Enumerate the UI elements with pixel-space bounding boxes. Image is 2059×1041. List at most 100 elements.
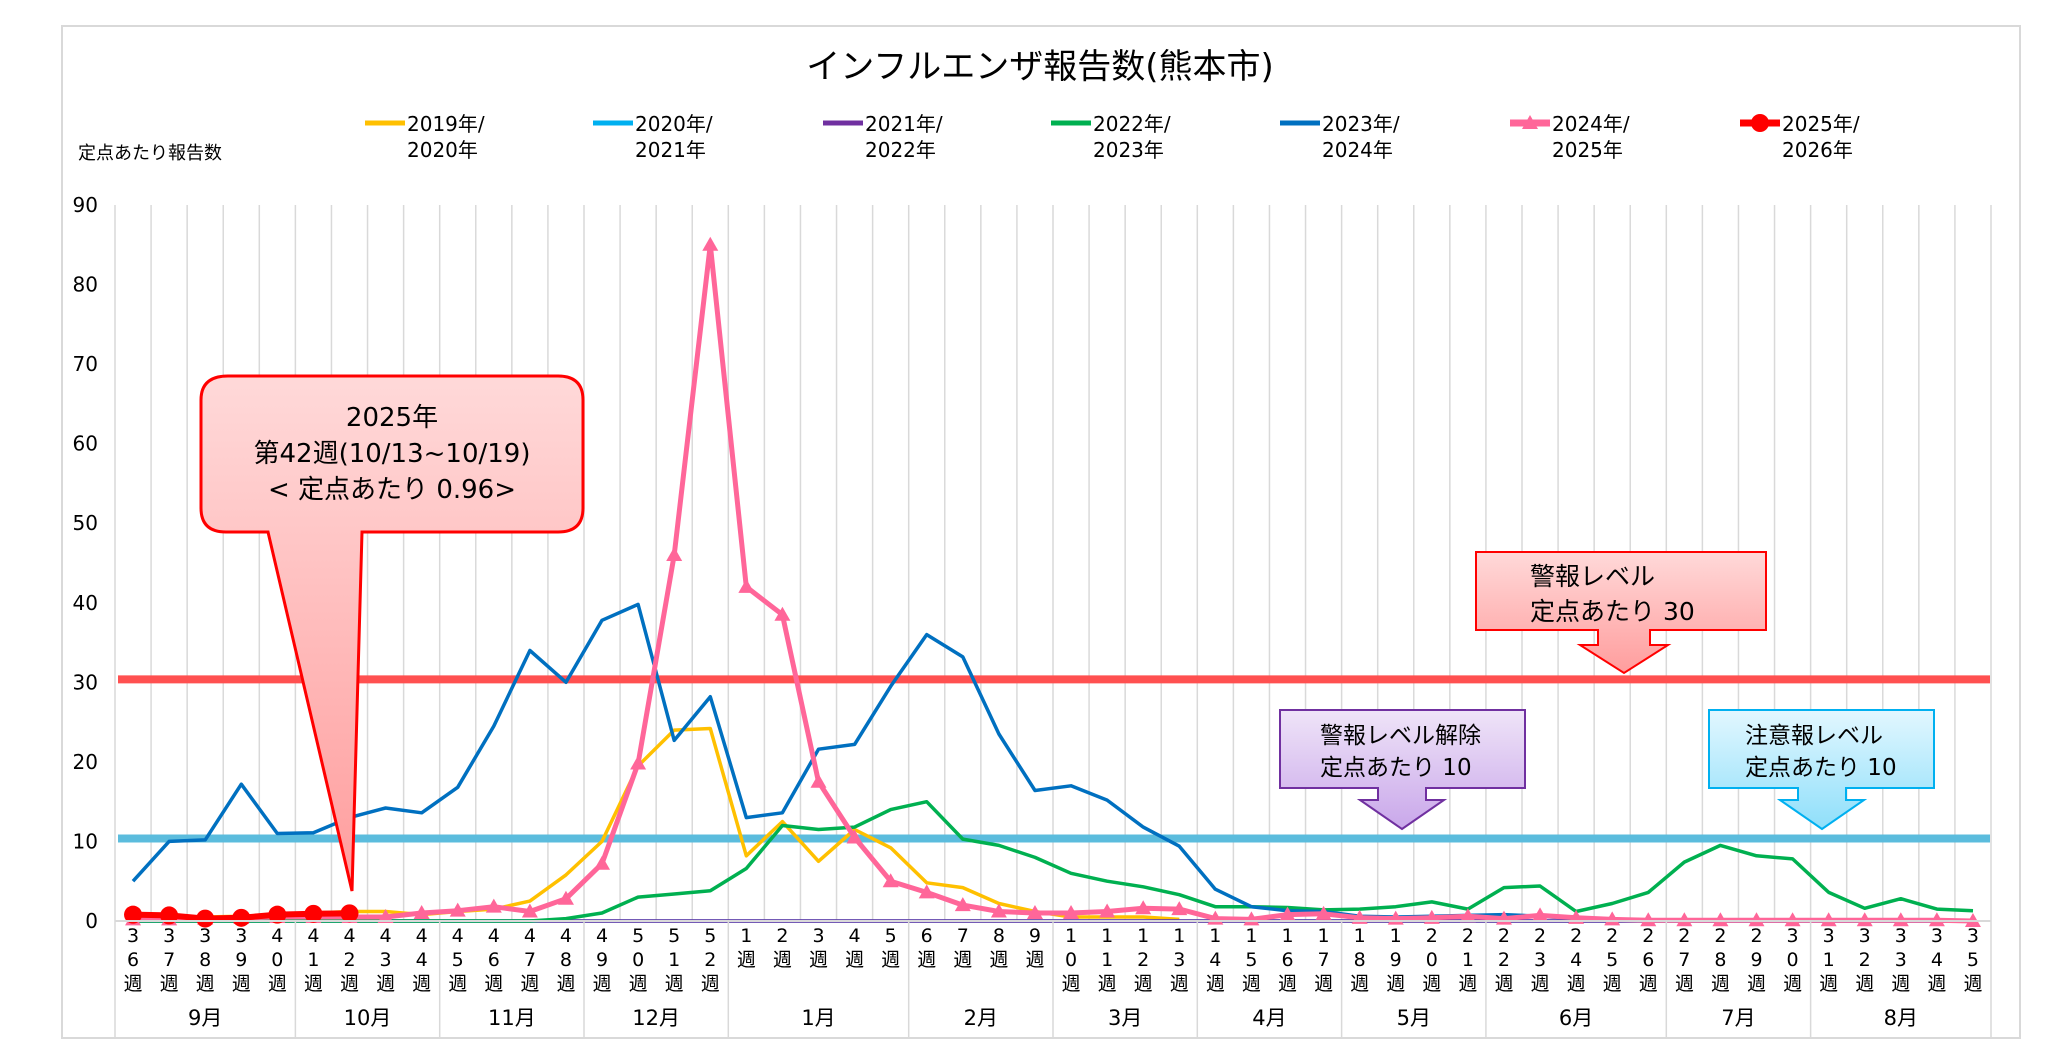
data-point	[1640, 912, 1657, 927]
data-point	[1099, 903, 1116, 918]
data-point	[1279, 906, 1296, 921]
advisory-value: 定点あたり 10	[1745, 755, 1897, 781]
y-axis: 0 10 20 30 40 50 60 70 80 90	[73, 193, 98, 933]
grid	[114, 205, 1992, 921]
month-label: 2月	[964, 1006, 998, 1030]
legend-label: 2021年	[635, 138, 706, 162]
current-week-callout: 2025年 第42週(10/13~10/19) < 定点あたり 0.96>	[199, 374, 585, 892]
data-point	[630, 755, 647, 770]
legend-label: 2023年	[1093, 138, 1164, 162]
data-point	[1928, 912, 1945, 927]
data-point	[340, 904, 359, 923]
legend-label: 2024年/	[1552, 112, 1630, 136]
legend-item: 2020年/2021年	[593, 112, 713, 162]
y-tick-label: 20	[73, 750, 98, 774]
callout-week: 第42週(10/13~10/19)	[253, 439, 530, 469]
threshold-lines	[118, 675, 1990, 843]
callout-year: 2025年	[346, 403, 438, 433]
legend-label: 2026年	[1782, 138, 1853, 162]
y-tick-label: 10	[73, 829, 98, 853]
data-point	[738, 578, 755, 593]
month-label: 8月	[1884, 1006, 1918, 1030]
data-point	[521, 903, 538, 918]
legend-label: 2023年/	[1322, 112, 1400, 136]
legend-label: 2025年	[1552, 138, 1623, 162]
alert-end-label: 警報レベル解除	[1320, 723, 1481, 749]
alert-end-callout: 警報レベル解除 定点あたり 10	[1279, 709, 1526, 831]
data-point	[196, 909, 215, 928]
data-point	[1712, 912, 1729, 927]
data-point	[666, 547, 683, 562]
legend-label: 2025年/	[1782, 112, 1860, 136]
month-label: 3月	[1108, 1006, 1142, 1030]
data-point	[1135, 900, 1152, 915]
y-tick-label: 30	[73, 670, 98, 694]
y-tick-label: 40	[73, 591, 98, 615]
alert-value: 定点あたり 30	[1530, 597, 1695, 626]
legend-marker	[1522, 115, 1538, 129]
month-label: 6月	[1559, 1006, 1593, 1030]
month-label: 11月	[488, 1006, 536, 1030]
data-point	[1820, 912, 1837, 927]
data-point	[160, 906, 179, 925]
legend-label: 2020年/	[635, 112, 713, 136]
data-point	[124, 905, 143, 924]
y-tick-label: 0	[85, 909, 98, 933]
y-axis-label: 定点あたり報告数	[78, 143, 222, 164]
legend-label: 2024年	[1322, 138, 1393, 162]
data-point	[304, 904, 323, 923]
data-point	[702, 236, 719, 251]
month-label: 12月	[632, 1006, 680, 1030]
legend-item: 2019年/2020年	[365, 112, 485, 162]
legend: 2019年/2020年 2020年/2021年 2021年/2022年 2022年/2…	[365, 112, 1860, 162]
data-point	[485, 898, 502, 913]
data-point	[1784, 912, 1801, 927]
data-point	[1171, 901, 1188, 916]
data-point	[882, 873, 899, 888]
legend-label: 2020年	[407, 138, 478, 162]
legend-label: 2022年	[865, 138, 936, 162]
data-point	[557, 890, 574, 905]
data-point	[377, 909, 394, 924]
data-point	[449, 902, 466, 917]
x-axis: 3 6 週 3 7 週 3 8 週 3 9 週 4 0 週 4 1 週 4 2 週 4 3 週 4 4 週 4 5 週 4 6 週 4 7 週 4 8 週 4…	[114, 920, 1992, 1037]
callout-value: < 定点あたり 0.96>	[268, 475, 516, 505]
series-20252026	[124, 904, 359, 928]
legend-item: 2024年/2025年	[1510, 112, 1630, 162]
data-point	[1676, 912, 1693, 927]
data-point	[1459, 908, 1476, 923]
alert-end-value: 定点あたり 10	[1320, 755, 1472, 781]
y-tick-label: 70	[73, 352, 98, 376]
month-label: 9月	[188, 1006, 222, 1030]
